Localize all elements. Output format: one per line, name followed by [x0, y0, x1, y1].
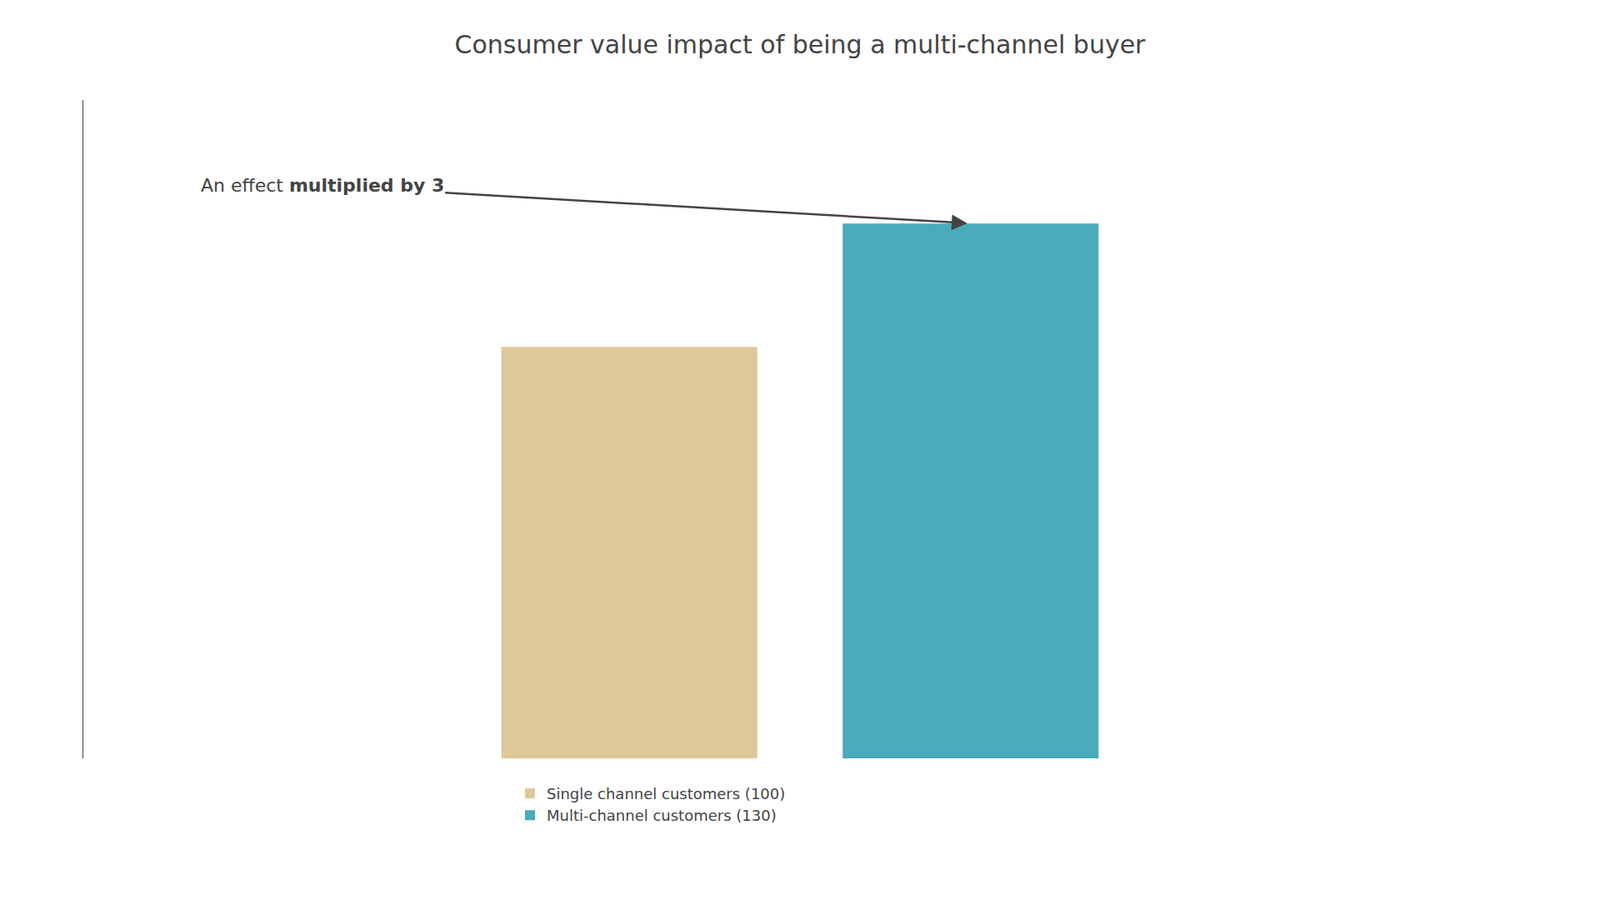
svg-text:Multi-channel customers (130): Multi-channel customers (130) — [546, 806, 777, 825]
svg-text:Single channel customers (100): Single channel customers (100) — [546, 785, 785, 803]
svg-text:Consumer value impact of being: Consumer value impact of being a multi-c… — [455, 30, 1147, 60]
svg-text:An effect multiplied by 3: An effect multiplied by 3 — [200, 175, 445, 196]
